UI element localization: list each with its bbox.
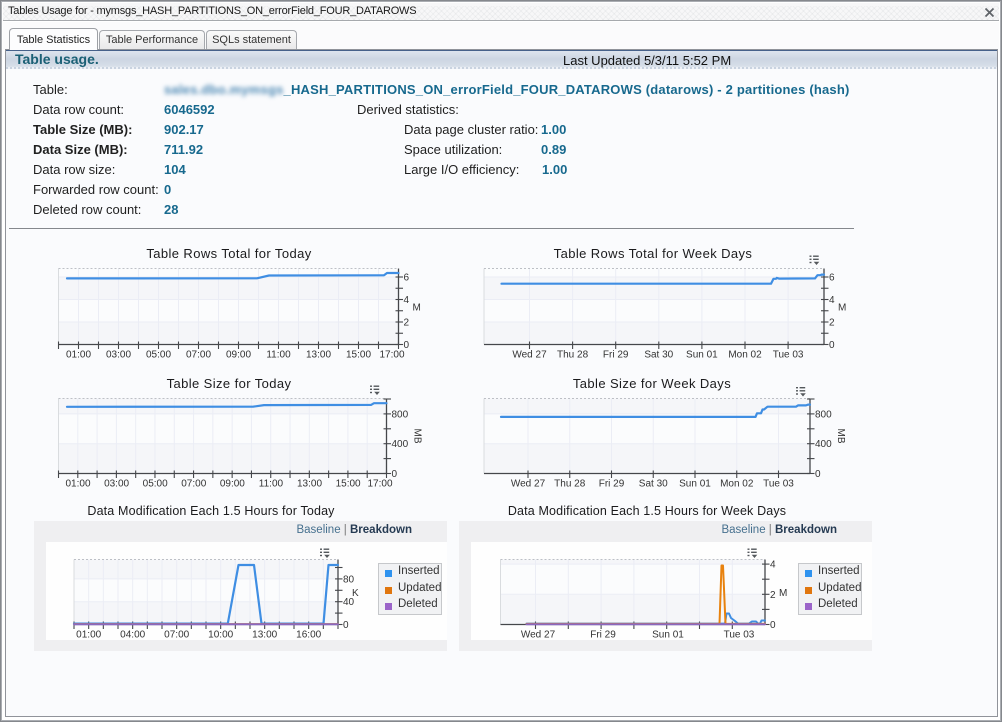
- svg-text:Mon 02: Mon 02: [728, 350, 762, 361]
- svg-text:Fri 29: Fri 29: [599, 479, 625, 490]
- svg-text:MB: MB: [835, 429, 846, 444]
- svg-text:16:00: 16:00: [296, 630, 321, 641]
- svg-text:Fri 29: Fri 29: [590, 630, 616, 641]
- svg-text:4: 4: [829, 295, 835, 306]
- svg-text:01:00: 01:00: [65, 479, 90, 490]
- svg-text:09:00: 09:00: [226, 350, 251, 361]
- svg-text:M: M: [413, 303, 421, 314]
- svg-text:4: 4: [770, 560, 776, 571]
- svg-text:10:00: 10:00: [208, 630, 233, 641]
- svg-text:80: 80: [343, 574, 355, 585]
- svg-text:Sat 30: Sat 30: [639, 479, 668, 490]
- svg-text:03:00: 03:00: [104, 479, 129, 490]
- svg-text:2: 2: [770, 590, 776, 601]
- svg-text:15:00: 15:00: [346, 350, 371, 361]
- svg-text:17:00: 17:00: [379, 350, 404, 361]
- svg-text:03:00: 03:00: [106, 350, 131, 361]
- svg-text:0: 0: [770, 620, 776, 631]
- svg-text:400: 400: [392, 439, 409, 450]
- svg-text:11:00: 11:00: [266, 350, 291, 361]
- svg-text:Sun 01: Sun 01: [679, 479, 711, 490]
- svg-text:Fri 29: Fri 29: [603, 350, 629, 361]
- svg-text:11:00: 11:00: [259, 479, 284, 490]
- svg-text:07:00: 07:00: [181, 479, 206, 490]
- svg-text:05:00: 05:00: [143, 479, 168, 490]
- svg-text:M: M: [838, 303, 846, 314]
- svg-text:Tue 03: Tue 03: [763, 479, 794, 490]
- svg-text:01:00: 01:00: [76, 630, 101, 641]
- svg-text:Wed 27: Wed 27: [512, 350, 547, 361]
- svg-text:Tue 03: Tue 03: [724, 630, 755, 641]
- svg-text:6: 6: [404, 273, 410, 284]
- svg-text:MB: MB: [412, 429, 423, 444]
- svg-text:05:00: 05:00: [146, 350, 171, 361]
- svg-text:13:00: 13:00: [306, 350, 331, 361]
- svg-text:4: 4: [404, 295, 410, 306]
- svg-text:Mon 02: Mon 02: [720, 479, 754, 490]
- svg-text:15:00: 15:00: [336, 479, 361, 490]
- svg-text:M: M: [779, 588, 787, 599]
- svg-text:Sat 30: Sat 30: [644, 350, 673, 361]
- svg-text:0: 0: [392, 469, 398, 480]
- svg-text:6: 6: [829, 273, 835, 284]
- svg-text:2: 2: [404, 318, 410, 329]
- svg-text:Sun 01: Sun 01: [686, 350, 718, 361]
- svg-text:Wed 27: Wed 27: [511, 479, 546, 490]
- svg-text:K: K: [352, 588, 359, 599]
- svg-text:Sun 01: Sun 01: [652, 630, 684, 641]
- svg-text:04:00: 04:00: [120, 630, 145, 641]
- svg-text:07:00: 07:00: [164, 630, 189, 641]
- svg-text:0: 0: [815, 469, 821, 480]
- svg-text:09:00: 09:00: [220, 479, 245, 490]
- svg-text:Thu 28: Thu 28: [554, 479, 586, 490]
- svg-text:Tue 03: Tue 03: [773, 350, 804, 361]
- svg-text:0: 0: [829, 340, 835, 351]
- svg-text:0: 0: [343, 620, 349, 631]
- svg-text:Thu 28: Thu 28: [557, 350, 589, 361]
- svg-text:13:00: 13:00: [252, 630, 277, 641]
- svg-text:800: 800: [815, 409, 832, 420]
- svg-text:07:00: 07:00: [186, 350, 211, 361]
- svg-text:40: 40: [343, 597, 355, 608]
- svg-text:17:00: 17:00: [367, 479, 392, 490]
- svg-text:2: 2: [829, 318, 835, 329]
- svg-text:400: 400: [815, 439, 832, 450]
- svg-text:13:00: 13:00: [297, 479, 322, 490]
- svg-text:01:00: 01:00: [66, 350, 91, 361]
- svg-text:Wed 27: Wed 27: [521, 630, 556, 641]
- svg-text:0: 0: [404, 340, 410, 351]
- svg-text:800: 800: [392, 409, 409, 420]
